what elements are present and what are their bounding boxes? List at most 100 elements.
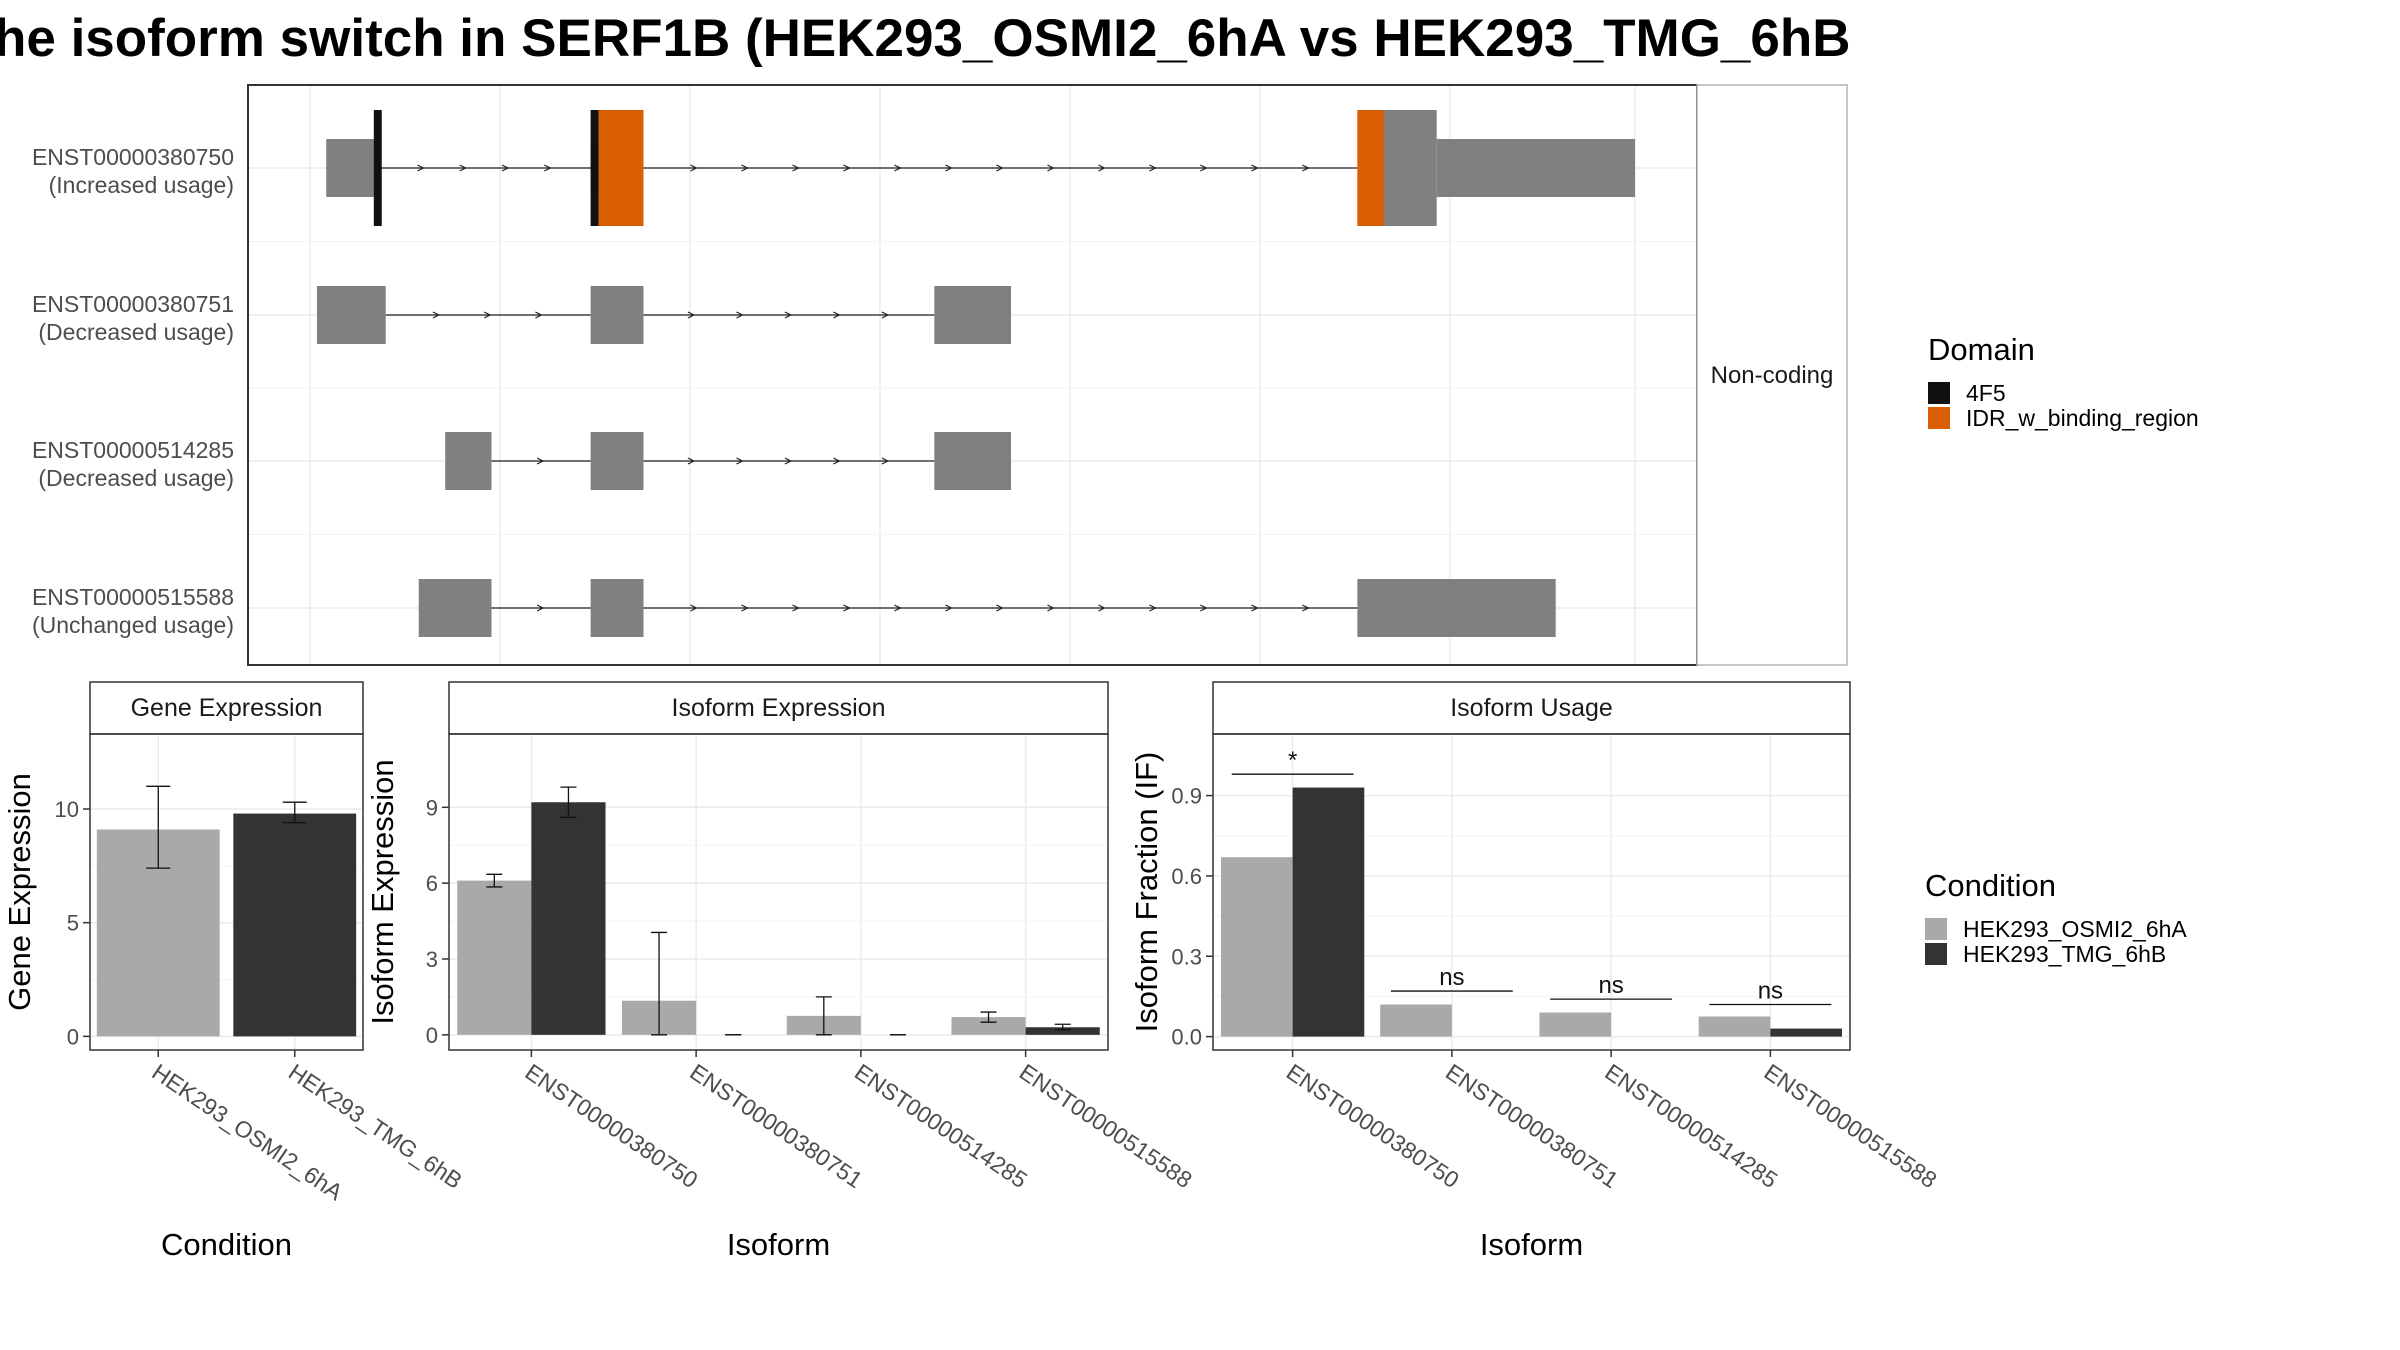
exon-block <box>934 432 1012 490</box>
y-tick-label: 0.6 <box>1171 864 1202 889</box>
panel-border <box>1212 733 1851 1051</box>
intron-arrow <box>483 311 492 319</box>
bar <box>457 880 532 1035</box>
intron-arrow <box>843 604 851 612</box>
transcript-row: ENST00000515588(Unchanged usage) <box>32 579 1556 638</box>
transcript-label-id: ENST00000380750 <box>32 144 234 170</box>
intron-arrow <box>881 457 890 465</box>
y-tick-label: 0 <box>426 1023 438 1048</box>
intron-arrow <box>894 164 902 172</box>
significance-label: ns <box>1758 977 1783 1004</box>
intron-arrow <box>690 164 698 172</box>
bar <box>1292 787 1365 1037</box>
transcript-label-usage: (Decreased usage) <box>38 319 234 345</box>
x-tick-label: ENST00000514285 <box>850 1059 1032 1194</box>
y-tick-label: 0.3 <box>1171 944 1202 969</box>
intron-arrow <box>536 604 545 612</box>
significance-label: ns <box>1598 972 1623 999</box>
intron-arrow <box>945 164 953 172</box>
intron-arrow <box>1098 164 1106 172</box>
intron-arrow <box>792 164 800 172</box>
transcript-label-usage: (Decreased usage) <box>38 465 234 491</box>
domain-legend-label: 4F5 <box>1966 380 2006 406</box>
transcript-label-id: ENST00000514285 <box>32 437 234 463</box>
intron-arrow <box>833 311 841 319</box>
transcript-label-usage: (Increased usage) <box>49 172 234 198</box>
condition-legend-label: HEK293_TMG_6hB <box>1963 941 2166 967</box>
y-axis-title: Gene Expression <box>2 773 37 1011</box>
domain-block <box>373 110 382 226</box>
domain-legend-title: Domain <box>1928 332 2035 367</box>
bar <box>1770 1028 1843 1037</box>
panel-strip <box>89 681 364 735</box>
x-tick-label: ENST00000515588 <box>1760 1059 1942 1194</box>
intron-arrow <box>736 311 744 319</box>
x-axis-title: Isoform <box>1480 1227 1583 1262</box>
intron-arrow <box>687 311 696 319</box>
intron-arrow <box>501 164 510 172</box>
panel-strip <box>448 681 1109 735</box>
bar <box>1539 1012 1612 1037</box>
intron-arrow <box>535 311 543 319</box>
x-tick-label: ENST00000380750 <box>521 1059 703 1194</box>
intron-arrow <box>996 604 1004 612</box>
y-tick-label: 0 <box>67 1024 79 1049</box>
intron-arrow <box>432 311 441 319</box>
intron-arrow <box>843 164 851 172</box>
panel-border <box>448 733 1109 1051</box>
bar <box>1698 1016 1771 1037</box>
significance-label: * <box>1288 747 1297 774</box>
y-axis-title: Isoform Fraction (IF) <box>1129 752 1164 1033</box>
domain-legend-key <box>1928 382 1950 404</box>
exon-block <box>445 432 492 490</box>
bar <box>233 813 357 1037</box>
intron-arrow <box>833 457 841 465</box>
intron-arrow <box>1149 164 1157 172</box>
bar-panel: Isoform Expression0369ENST00000380750ENS… <box>365 681 1197 1262</box>
intron-arrow <box>536 457 545 465</box>
panel-strip <box>1212 681 1851 735</box>
x-axis-title: Isoform <box>727 1227 830 1262</box>
intron-arrow <box>1200 164 1208 172</box>
intron-arrow <box>1149 604 1157 612</box>
intron-arrow <box>1047 604 1055 612</box>
transcript-row: ENST00000514285(Decreased usage) <box>32 432 1012 491</box>
exon-block <box>326 139 380 197</box>
y-axis-title: Isoform Expression <box>365 759 400 1024</box>
exon-block <box>1357 579 1556 637</box>
panel-title: Isoform Expression <box>672 694 886 722</box>
exon-block <box>590 579 644 637</box>
bar-panel: Isoform Usage 0.0 0.3 0.6 0.9 * ns ns ns ENST0000… <box>1129 681 1942 1262</box>
intron-arrow <box>690 604 698 612</box>
figure-title: he isoform switch in SERF1B (HEK293_OSMI… <box>0 9 1851 68</box>
bar <box>1025 1027 1100 1035</box>
y-tick-label: 10 <box>55 797 79 822</box>
exon-block <box>590 432 644 490</box>
intron-arrow <box>417 164 425 172</box>
exon-block <box>1436 139 1635 197</box>
intron-arrow <box>736 457 744 465</box>
x-tick-label: ENST00000380751 <box>1441 1059 1623 1194</box>
intron-arrow <box>741 164 749 172</box>
condition-legend-label: HEK293_OSMI2_6hA <box>1963 916 2187 942</box>
transcript-label-id: ENST00000380751 <box>32 291 234 317</box>
x-axis-title: Condition <box>161 1227 292 1262</box>
intron-arrow <box>996 164 1004 172</box>
x-tick-label: ENST00000380751 <box>685 1059 867 1194</box>
intron-arrow <box>881 311 890 319</box>
transcript-label-usage: (Unchanged usage) <box>32 612 234 638</box>
intron-arrow <box>459 164 468 172</box>
exon-block <box>316 286 386 344</box>
intron-arrow <box>792 604 800 612</box>
intron-arrow <box>687 457 696 465</box>
intron-arrow <box>1302 164 1310 172</box>
facet-strip-right <box>1696 84 1848 666</box>
intron-arrow <box>784 457 793 465</box>
domain-block <box>1357 110 1384 226</box>
intron-arrow <box>544 164 552 172</box>
plot-layer: ENST00000380750(Increased usage)ENST0000… <box>2 84 2199 1262</box>
intron-arrow <box>1251 164 1259 172</box>
condition-legend-title: Condition <box>1925 868 2056 903</box>
domain-legend-key <box>1928 407 1950 429</box>
x-tick-label: ENST00000380750 <box>1282 1059 1464 1194</box>
